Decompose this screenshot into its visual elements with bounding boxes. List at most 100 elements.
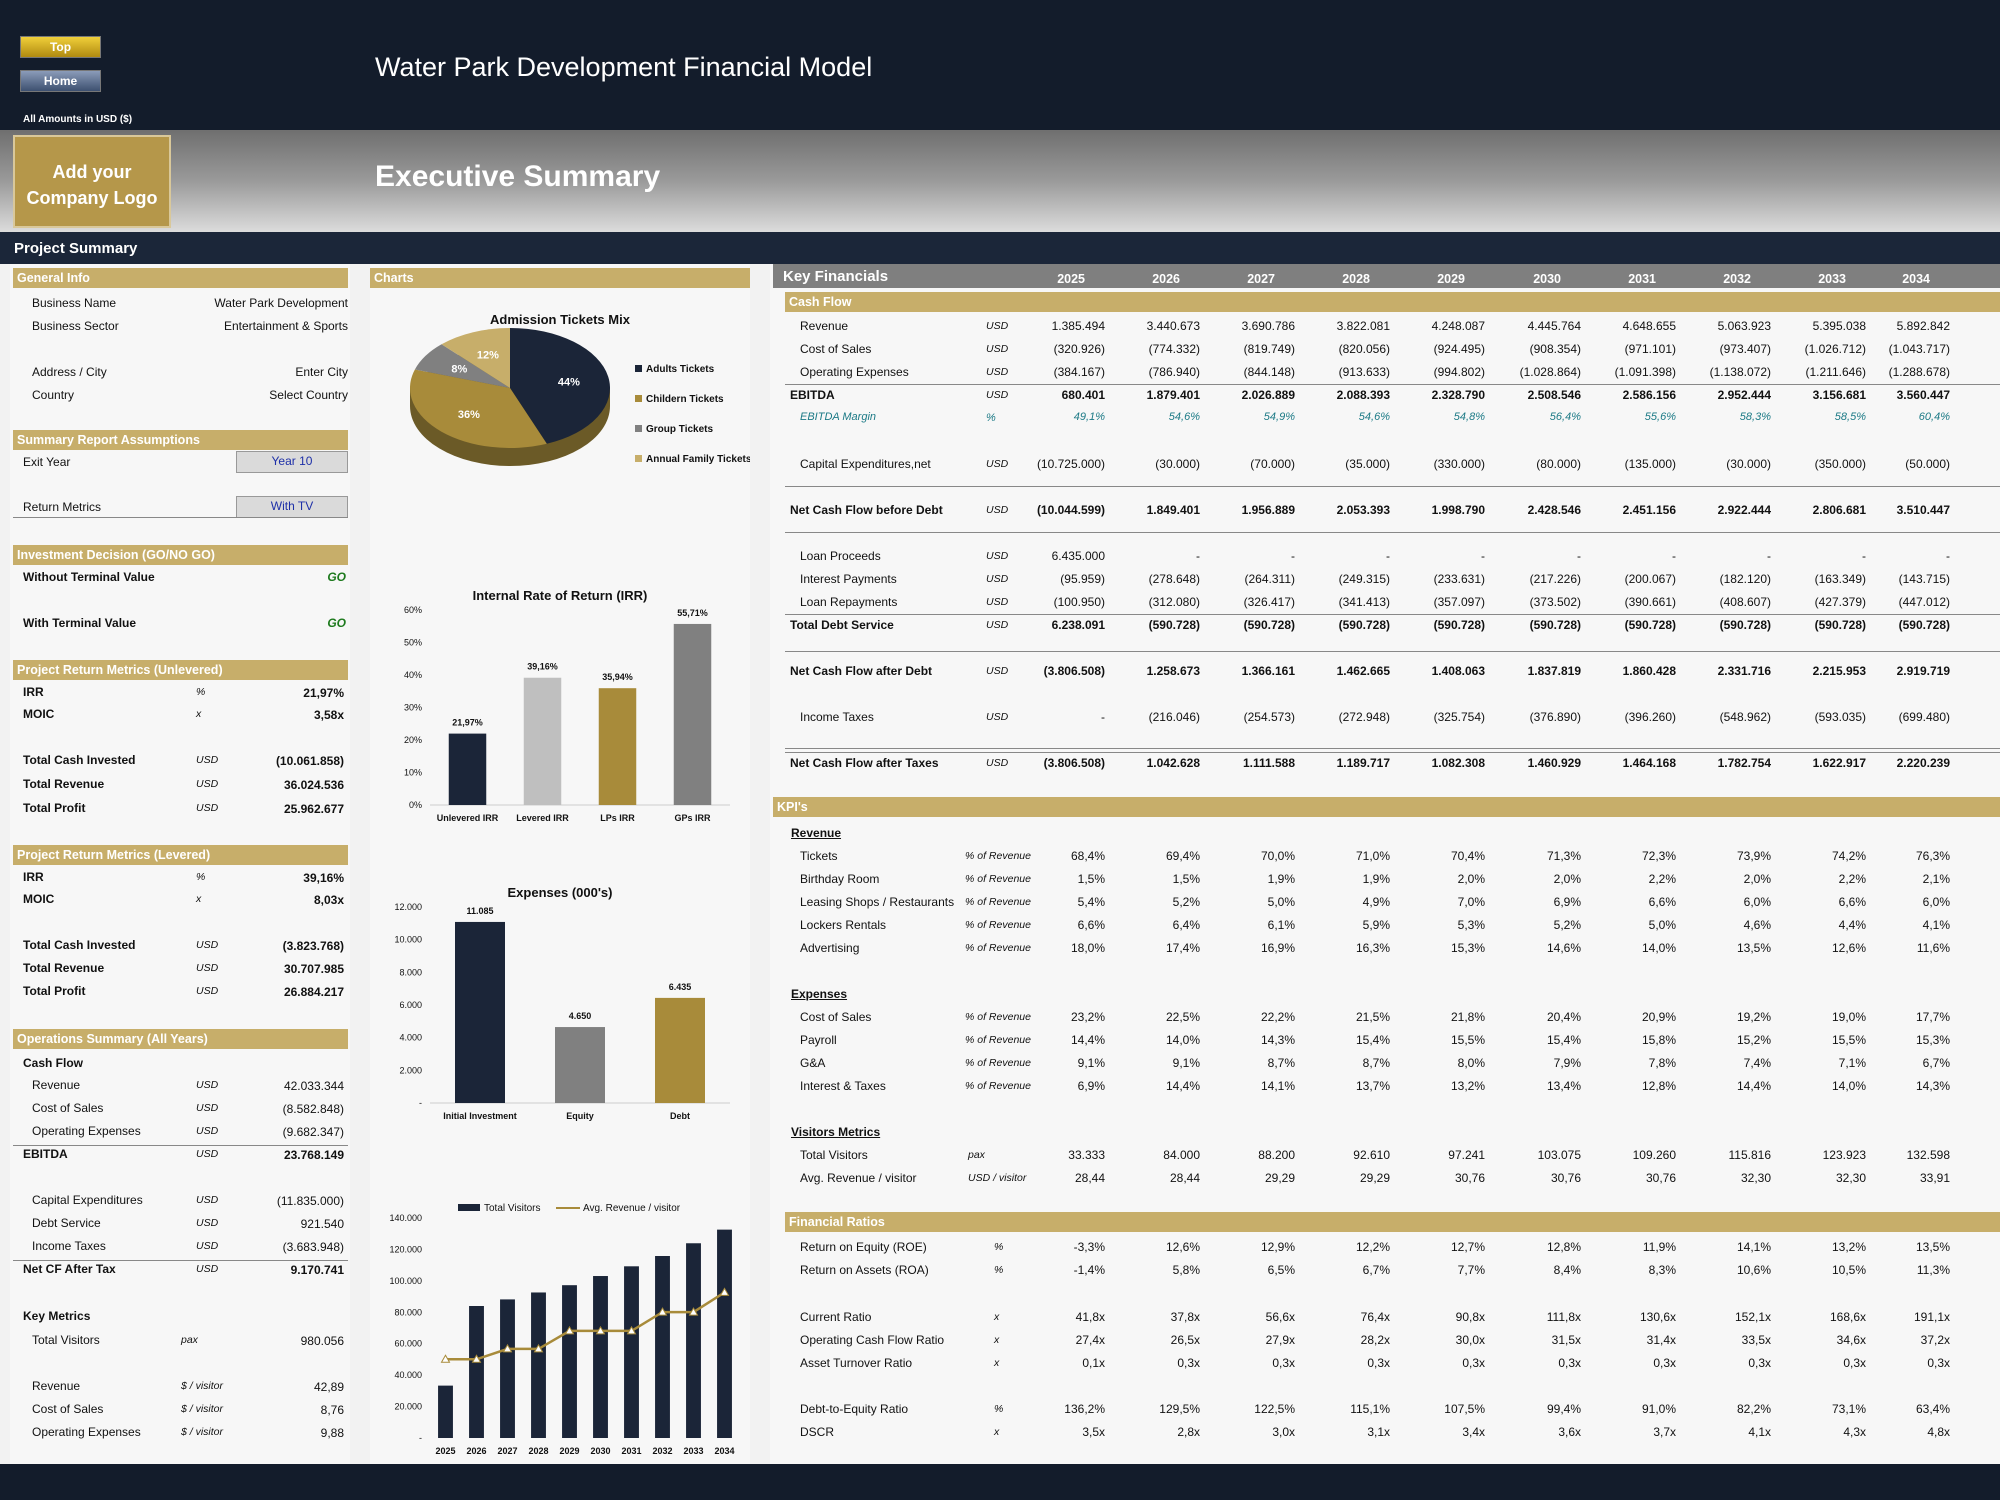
cell-value: 12,8% bbox=[1546, 1240, 1581, 1254]
cell-value: (135.000) bbox=[1624, 457, 1676, 471]
bar-value-label: 4.650 bbox=[569, 1011, 592, 1021]
cell-value: 7,7% bbox=[1457, 1263, 1485, 1277]
cell-value: 6,9% bbox=[1553, 895, 1581, 909]
row-divider bbox=[785, 486, 2000, 487]
cell-value: 30,76 bbox=[1550, 1171, 1581, 1185]
home-button[interactable]: Home bbox=[20, 70, 101, 92]
y-tick-label: 60% bbox=[404, 605, 422, 615]
cell-value: 29,29 bbox=[1264, 1171, 1295, 1185]
cell-value: 1.622.917 bbox=[1812, 756, 1866, 770]
operations-value: 921.540 bbox=[300, 1217, 344, 1231]
bar-value-label: 35,94% bbox=[602, 672, 633, 682]
cell-value: 30,76 bbox=[1454, 1171, 1485, 1185]
cell-value: 18,0% bbox=[1070, 941, 1105, 955]
cell-value: 4.648.655 bbox=[1622, 319, 1676, 333]
cell-value: 14,0% bbox=[1165, 1033, 1200, 1047]
cell-value: 33,5x bbox=[1741, 1333, 1771, 1347]
cell-value: (264.311) bbox=[1244, 572, 1295, 586]
operations-label: Operating Expenses bbox=[32, 1124, 141, 1138]
metric-unit: $ / visitor bbox=[181, 1426, 224, 1438]
cell-value: (590.728) bbox=[1338, 618, 1390, 632]
cell-value: 58,5% bbox=[1834, 411, 1866, 423]
cell-value: (80.000) bbox=[1536, 457, 1581, 471]
cell-value: -1,4% bbox=[1073, 1263, 1105, 1277]
cell-value: (100.950) bbox=[1053, 595, 1105, 609]
unlevered-unit: % bbox=[196, 686, 206, 698]
cell-value: 123.923 bbox=[1822, 1148, 1866, 1162]
cell-value: 30,76 bbox=[1645, 1171, 1676, 1185]
cell-value: 1.464.168 bbox=[1622, 756, 1676, 770]
cell-value: (35.000) bbox=[1345, 457, 1390, 471]
cell-value: 2.428.546 bbox=[1527, 503, 1581, 517]
pie-value-label: 12% bbox=[477, 350, 499, 362]
general-info-value: Water Park Development bbox=[214, 296, 348, 310]
divider bbox=[13, 1145, 348, 1146]
row-label: Net Cash Flow before Debt bbox=[790, 503, 943, 517]
cell-value: 1.849.401 bbox=[1146, 503, 1200, 517]
visitors-bar bbox=[500, 1299, 515, 1438]
cell-value: 5,4% bbox=[1077, 895, 1105, 909]
cell-value: 54,8% bbox=[1453, 411, 1485, 423]
cell-value: 68,4% bbox=[1070, 849, 1105, 863]
pie-legend-swatch bbox=[635, 425, 642, 432]
row-unit: USD bbox=[986, 619, 1009, 631]
key-metrics-subheader: Key Metrics bbox=[23, 1309, 91, 1323]
exit-year-select[interactable]: Year 10 bbox=[236, 451, 348, 473]
pie-value-label: 8% bbox=[451, 364, 467, 376]
general-info-value: Entertainment & Sports bbox=[223, 319, 348, 333]
cell-value: 115,1% bbox=[1350, 1402, 1390, 1416]
cell-value: (384.167) bbox=[1053, 365, 1105, 379]
legend-label-revenue: Avg. Revenue / visitor bbox=[583, 1203, 681, 1214]
cell-value: 2,1% bbox=[1922, 872, 1950, 886]
app-title: Water Park Development Financial Model bbox=[375, 52, 873, 82]
visitors-bar bbox=[686, 1243, 701, 1438]
metric-unit: pax bbox=[181, 1334, 198, 1346]
row-label: Total Debt Service bbox=[790, 618, 894, 632]
charts-header: Charts bbox=[370, 268, 750, 288]
cell-value: 1.042.628 bbox=[1146, 756, 1200, 770]
y-tick-label: 80.000 bbox=[394, 1307, 422, 1317]
top-button[interactable]: Top bbox=[20, 36, 101, 58]
cell-value: - bbox=[1862, 549, 1866, 563]
cell-value: 12,9% bbox=[1260, 1240, 1295, 1254]
y-tick-label: 140.000 bbox=[389, 1213, 422, 1223]
cell-value: 14,4% bbox=[1736, 1079, 1771, 1093]
cell-value: 19,2% bbox=[1736, 1010, 1771, 1024]
bar bbox=[655, 997, 705, 1103]
return-metrics-select[interactable]: With TV bbox=[236, 496, 348, 518]
cell-value: 111,8x bbox=[1546, 1310, 1581, 1324]
cash-flow-header: Cash Flow bbox=[785, 292, 2000, 312]
cell-value: 15,8% bbox=[1641, 1033, 1676, 1047]
line-marker bbox=[502, 1343, 513, 1353]
cell-value: 5.063.923 bbox=[1717, 319, 1771, 333]
cell-value: 41,8x bbox=[1075, 1310, 1105, 1324]
cell-value: (590.728) bbox=[1243, 618, 1295, 632]
row-unit: % of Revenue bbox=[965, 1080, 1031, 1092]
cell-value: (590.728) bbox=[1898, 618, 1950, 632]
cell-value: 103.075 bbox=[1537, 1148, 1581, 1162]
cell-value: 14,4% bbox=[1165, 1079, 1200, 1093]
cell-value: -3,3% bbox=[1073, 1240, 1105, 1254]
company-logo-placeholder[interactable]: Add your Company Logo bbox=[13, 135, 171, 228]
pie-legend-swatch bbox=[635, 365, 642, 372]
cell-value: 63,4% bbox=[1915, 1402, 1950, 1416]
cell-value: (182.120) bbox=[1719, 572, 1771, 586]
operations-label: Capital Expenditures bbox=[32, 1193, 143, 1207]
cell-value: 74,2% bbox=[1831, 849, 1866, 863]
project-summary-bar bbox=[0, 232, 2000, 264]
cell-value: 3.560.447 bbox=[1896, 388, 1950, 402]
x-tick-label: 2026 bbox=[466, 1446, 486, 1456]
x-tick-label: 2029 bbox=[559, 1446, 579, 1456]
cell-value: (447.012) bbox=[1898, 595, 1950, 609]
cell-value: 1.837.819 bbox=[1527, 664, 1581, 678]
x-tick-label: Levered IRR bbox=[516, 813, 569, 823]
row-divider bbox=[785, 651, 2000, 652]
unlevered-label: Total Revenue bbox=[23, 777, 105, 791]
divider bbox=[13, 517, 348, 518]
bar bbox=[673, 623, 712, 805]
legend-label-visitors: Total Visitors bbox=[484, 1203, 541, 1214]
row-unit: % of Revenue bbox=[965, 1011, 1031, 1023]
cell-value: 20,9% bbox=[1641, 1010, 1676, 1024]
cell-value: (699.480) bbox=[1898, 710, 1950, 724]
y-tick-label: 12.000 bbox=[394, 902, 422, 912]
